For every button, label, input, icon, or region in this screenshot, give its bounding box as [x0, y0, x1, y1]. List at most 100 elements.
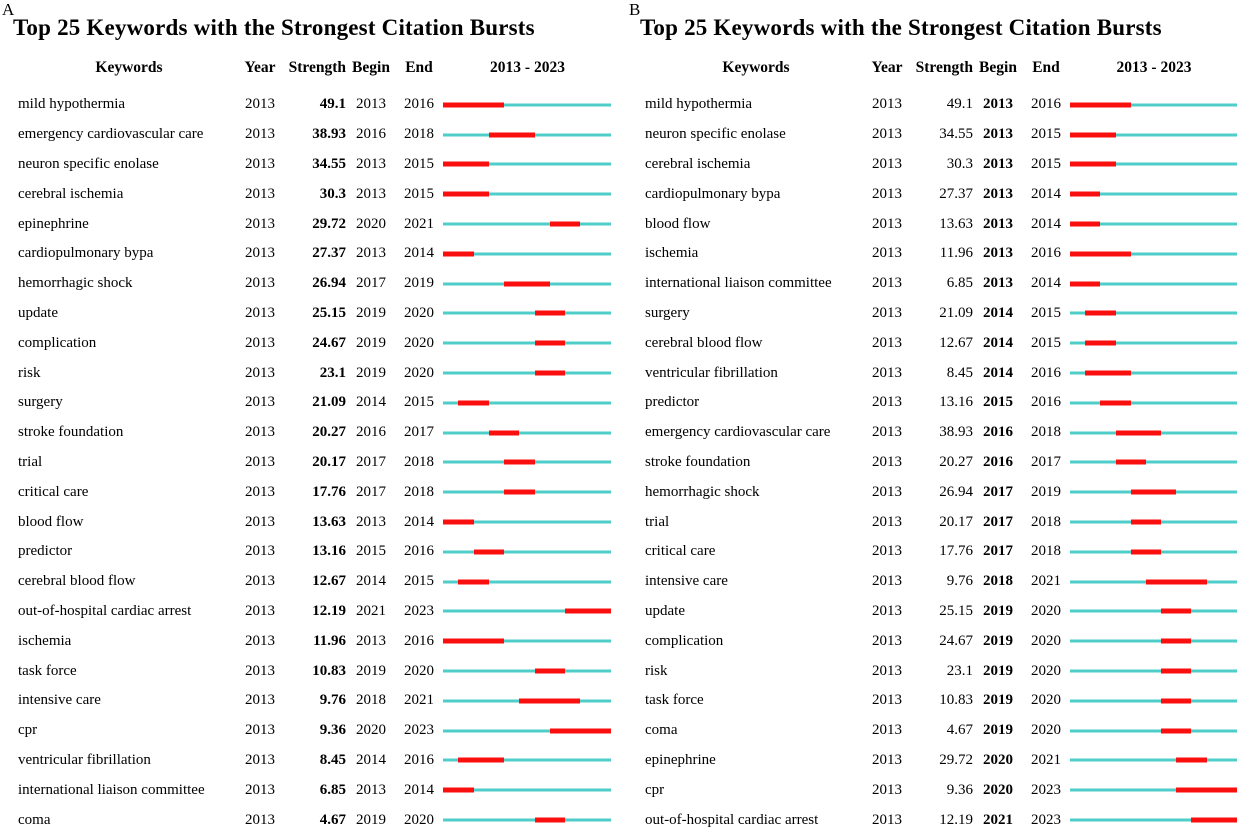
burst-timeline-bar: [1070, 567, 1237, 597]
burst-timeline-bar: [1070, 179, 1237, 209]
year-cell: 2013: [872, 811, 902, 828]
strength-cell: 29.72: [939, 751, 973, 768]
burst-timeline-bar: [1070, 388, 1237, 418]
strength-cell: 34.55: [312, 155, 346, 172]
burst-timeline-bar: [1070, 448, 1237, 478]
table-row: out-of-hospital cardiac arrest 2013 12.19 2…: [627, 805, 1253, 835]
end-cell: 2020: [404, 334, 434, 351]
table-row: intensive care 2013 9.76 2018 2021: [0, 686, 627, 716]
keyword-cell: hemorrhagic shock: [18, 275, 133, 292]
timeline-baseline: [443, 758, 611, 762]
strength-cell: 13.63: [312, 513, 346, 530]
burst-timeline-bar: [1070, 239, 1237, 269]
table-header: Keywords Year Strength Begin End 2013 - …: [627, 56, 1253, 80]
table-row: coma 2013 4.67 2019 2020: [0, 805, 627, 835]
end-cell: 2020: [404, 304, 434, 321]
year-cell: 2013: [872, 126, 902, 143]
year-cell: 2013: [245, 751, 275, 768]
burst-timeline-bar: [443, 90, 611, 120]
begin-cell: 2014: [356, 573, 386, 590]
year-cell: 2013: [245, 781, 275, 798]
strength-cell: 4.67: [946, 722, 973, 739]
burst-timeline-bar: [1070, 597, 1237, 627]
burst-timeline-bar: [443, 418, 611, 448]
begin-cell: 2017: [356, 483, 386, 500]
table-row: task force 2013 10.83 2019 2020: [627, 686, 1253, 716]
strength-cell: 24.67: [939, 632, 973, 649]
keyword-cell: hemorrhagic shock: [645, 483, 760, 500]
timeline-baseline: [443, 192, 611, 196]
end-cell: 2018: [1031, 543, 1061, 560]
table-row: complication 2013 24.67 2019 2020: [627, 626, 1253, 656]
strength-cell: 12.19: [939, 811, 973, 828]
begin-cell: 2019: [983, 662, 1013, 679]
burst-segment: [549, 221, 581, 227]
column-header-keywords: Keywords: [722, 59, 790, 76]
keyword-cell: intensive care: [18, 692, 101, 709]
year-cell: 2013: [245, 483, 275, 500]
table-row: stroke foundation 2013 20.27 2016 2017: [627, 448, 1253, 478]
end-cell: 2023: [1031, 781, 1061, 798]
burst-timeline-bar: [1070, 120, 1237, 150]
keyword-cell: cerebral ischemia: [18, 185, 124, 202]
keyword-cell: cardiopulmonary bypa: [645, 185, 781, 202]
burst-segment: [504, 489, 535, 495]
end-cell: 2020: [404, 811, 434, 828]
end-cell: 2019: [1031, 483, 1061, 500]
burst-timeline-bar: [1070, 477, 1237, 507]
year-cell: 2013: [872, 573, 902, 590]
end-cell: 2016: [1031, 245, 1061, 262]
begin-cell: 2016: [356, 126, 386, 143]
burst-segment: [443, 102, 505, 108]
keyword-cell: stroke foundation: [18, 424, 124, 441]
end-cell: 2014: [1031, 185, 1061, 202]
begin-cell: 2013: [983, 155, 1013, 172]
strength-cell: 29.72: [312, 215, 346, 232]
begin-cell: 2019: [983, 692, 1013, 709]
strength-cell: 26.94: [939, 483, 973, 500]
burst-timeline-bar: [1070, 418, 1237, 448]
column-header-end: End: [1032, 59, 1060, 76]
keyword-cell: cardiopulmonary bypa: [18, 245, 154, 262]
strength-cell: 9.76: [319, 692, 346, 709]
strength-cell: 13.16: [312, 543, 346, 560]
burst-segment: [534, 310, 566, 316]
end-cell: 2019: [404, 275, 434, 292]
burst-segment: [534, 817, 566, 823]
column-header-year: Year: [244, 59, 276, 76]
burst-segment: [458, 579, 489, 585]
end-cell: 2018: [404, 483, 434, 500]
year-cell: 2013: [872, 334, 902, 351]
keyword-cell: out-of-hospital cardiac arrest: [18, 602, 192, 619]
year-cell: 2013: [872, 155, 902, 172]
table-row: ventricular fibrillation 2013 8.45 2014 2016: [0, 746, 627, 776]
strength-cell: 10.83: [312, 662, 346, 679]
strength-cell: 24.67: [312, 334, 346, 351]
end-cell: 2016: [404, 751, 434, 768]
panel-label-b: B: [629, 0, 641, 19]
timeline-baseline: [443, 580, 611, 584]
keyword-cell: cpr: [645, 781, 665, 798]
timeline-baseline: [1070, 311, 1237, 315]
begin-cell: 2017: [983, 483, 1013, 500]
keyword-cell: ischemia: [18, 632, 72, 649]
strength-cell: 8.45: [946, 364, 973, 381]
timeline-baseline: [443, 609, 611, 613]
strength-cell: 23.1: [946, 662, 973, 679]
panel-label-a: A: [2, 0, 15, 19]
column-header-timeline: 2013 - 2023: [490, 59, 565, 76]
strength-cell: 12.67: [312, 573, 346, 590]
panel-title: Top 25 Keywords with the Strongest Citat…: [640, 15, 1162, 40]
end-cell: 2018: [1031, 513, 1061, 530]
table-row: neuron specific enolase 2013 34.55 2013 2015: [0, 150, 627, 180]
timeline-baseline: [1070, 252, 1237, 256]
begin-cell: 2014: [356, 394, 386, 411]
timeline-baseline: [443, 162, 611, 166]
strength-cell: 20.17: [312, 453, 346, 470]
begin-cell: 2013: [356, 781, 386, 798]
keyword-cell: ventricular fibrillation: [18, 751, 151, 768]
end-cell: 2016: [404, 96, 434, 113]
year-cell: 2013: [872, 245, 902, 262]
table-row: epinephrine 2013 29.72 2020 2021: [627, 746, 1253, 776]
strength-cell: 23.1: [319, 364, 346, 381]
